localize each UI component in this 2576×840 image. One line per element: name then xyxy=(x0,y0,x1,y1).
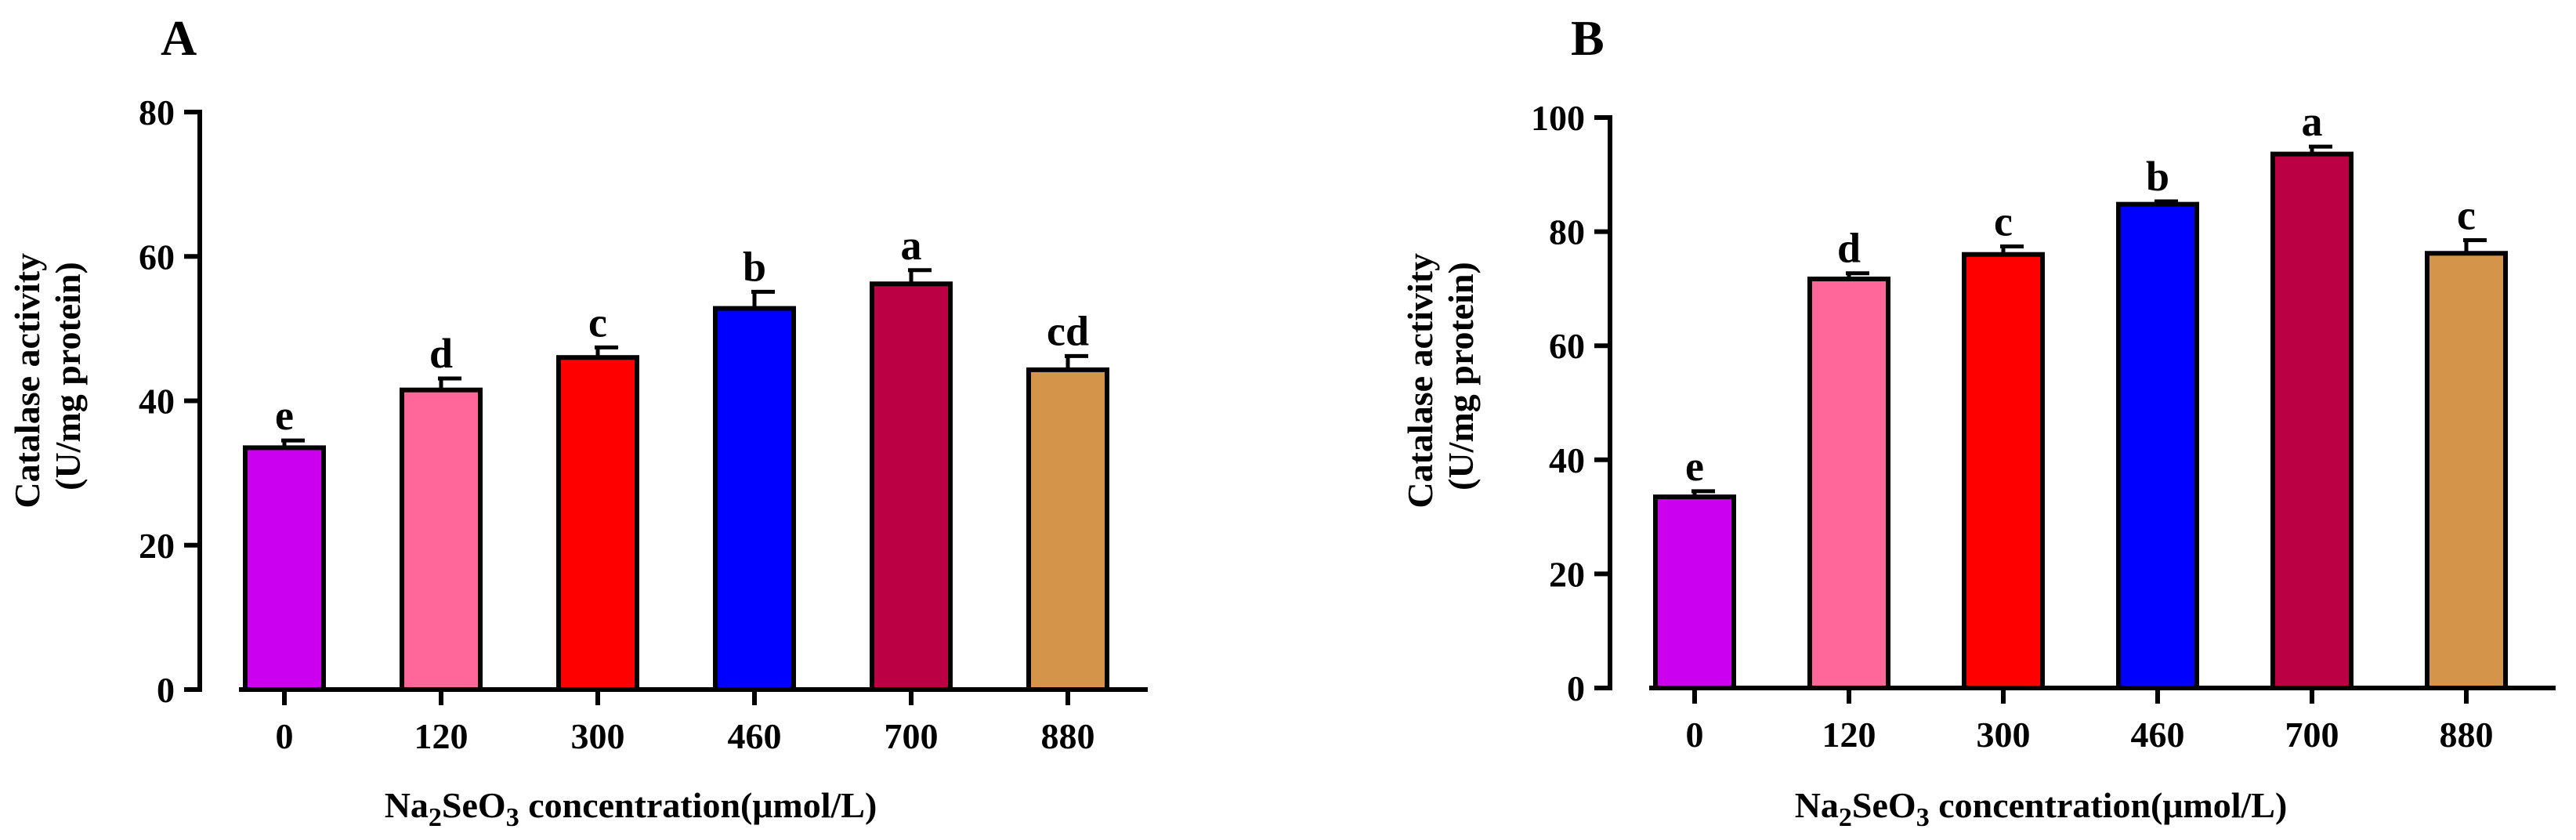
x-tick-label: 460 xyxy=(2131,715,2185,755)
error-bar xyxy=(2000,244,2024,255)
bars-a xyxy=(243,281,1109,692)
x-tick-label: 0 xyxy=(1686,715,1704,755)
significance-label: e xyxy=(275,392,294,439)
error-bar xyxy=(281,438,305,448)
y-tick-label: 20 xyxy=(1549,554,1585,594)
significance-labels-b: e d c b a c xyxy=(1685,98,2476,490)
y-tick-label: 60 xyxy=(1549,326,1585,366)
bar xyxy=(1807,277,1890,690)
bar xyxy=(1653,494,1736,690)
bar xyxy=(2270,151,2353,691)
bar xyxy=(2116,201,2199,690)
y-axis-title-a: Catalase activity (U/mg protein) xyxy=(7,244,88,508)
significance-label: c xyxy=(1994,198,2013,245)
xlabel-post: concentration(μmol/L) xyxy=(1930,785,2288,825)
x-tick-label: 460 xyxy=(728,716,782,756)
bar xyxy=(556,355,639,692)
y-ticks-a: 0 20 40 60 80 xyxy=(139,92,200,710)
xlabel-sub1: 2 xyxy=(1839,803,1852,832)
error-bar xyxy=(2463,238,2487,254)
x-tick-label: 700 xyxy=(2285,715,2339,755)
error-bar xyxy=(1846,271,1869,280)
xlabel-post: concentration(μmol/L) xyxy=(519,785,877,825)
error-bar xyxy=(595,345,618,358)
y-axis-title-line1: Catalase activity xyxy=(7,253,47,509)
bar xyxy=(713,306,796,692)
bar xyxy=(2425,251,2508,691)
xlabel-sub2: 3 xyxy=(1916,803,1930,832)
chart-panel-a: A e d c b a cd 0 20 40 60 80 0 120 300 460 700 880 Cat… xyxy=(7,10,1148,832)
x-tick-label: 880 xyxy=(2440,715,2494,755)
y-axis-title-b: Catalase activity (U/mg protein) xyxy=(1400,244,1481,508)
bars-b xyxy=(1653,151,2508,691)
y-tick-label: 100 xyxy=(1531,98,1585,138)
xlabel-mid: SeO xyxy=(442,785,506,825)
error-bar xyxy=(751,289,775,309)
significance-label: d xyxy=(429,330,453,377)
panel-label-b: B xyxy=(1571,10,1605,66)
error-bar xyxy=(2155,199,2178,205)
error-bar xyxy=(1691,489,1715,498)
significance-label: b xyxy=(2146,153,2169,200)
xlabel-pre: Na xyxy=(385,785,429,825)
xlabel-sub2: 3 xyxy=(506,803,519,832)
x-tick-label: 300 xyxy=(1977,715,2031,755)
bar xyxy=(1962,252,2045,691)
bar xyxy=(1026,367,1109,692)
error-bar xyxy=(908,268,932,284)
y-axis-title-line1: Catalase activity xyxy=(1400,253,1440,509)
x-tick-label: 880 xyxy=(1041,716,1095,756)
significance-label: c xyxy=(2457,192,2476,239)
chart-panel-b: B e d c b a c 0 20 40 60 80 100 0 120 300 460 700 880 C… xyxy=(1400,10,2556,832)
significance-label: cd xyxy=(1047,307,1089,354)
x-ticks-a: 0 120 300 460 700 880 xyxy=(276,690,1095,756)
significance-label: d xyxy=(1837,225,1861,272)
y-tick-label: 20 xyxy=(139,526,175,566)
y-ticks-b: 0 20 40 60 80 100 xyxy=(1531,98,1610,708)
y-axis-title-line2: (U/mg protein) xyxy=(1441,262,1481,491)
xlabel-pre: Na xyxy=(1795,785,1839,825)
x-tick-label: 300 xyxy=(571,716,625,756)
significance-label: a xyxy=(901,222,922,269)
error-bars-a xyxy=(281,268,1088,448)
x-tick-label: 700 xyxy=(885,716,939,756)
bar xyxy=(243,445,326,692)
bar xyxy=(400,387,483,692)
error-bars-b xyxy=(1691,144,2487,498)
bar xyxy=(870,281,953,692)
y-tick-label: 60 xyxy=(139,237,175,277)
significance-label: a xyxy=(2302,98,2323,145)
y-tick-label: 0 xyxy=(1567,668,1585,708)
significance-label: b xyxy=(743,243,766,290)
xlabel-sub1: 2 xyxy=(429,803,442,832)
significance-label: e xyxy=(1685,443,1704,490)
x-tick-label: 0 xyxy=(276,716,294,756)
x-axis-title-a: Na2SeO3 concentration(μmol/L) xyxy=(385,785,877,832)
error-bar xyxy=(2309,144,2332,154)
y-tick-label: 80 xyxy=(1549,212,1585,252)
x-tick-label: 120 xyxy=(1822,715,1876,755)
panel-label-a: A xyxy=(161,10,197,66)
xlabel-mid: SeO xyxy=(1852,785,1916,825)
error-bar xyxy=(1065,353,1088,370)
x-axis-title-b: Na2SeO3 concentration(μmol/L) xyxy=(1795,785,2288,832)
error-bar xyxy=(438,376,461,390)
y-tick-label: 0 xyxy=(157,670,175,710)
y-tick-label: 40 xyxy=(1549,440,1585,480)
x-tick-label: 120 xyxy=(414,716,469,756)
y-axis-title-line2: (U/mg protein) xyxy=(48,262,88,491)
y-tick-label: 40 xyxy=(139,382,175,422)
significance-label: c xyxy=(588,299,607,346)
x-ticks-b: 0 120 300 460 700 880 xyxy=(1686,688,2494,755)
significance-labels-a: e d c b a cd xyxy=(275,222,1089,439)
y-tick-label: 80 xyxy=(139,92,175,132)
